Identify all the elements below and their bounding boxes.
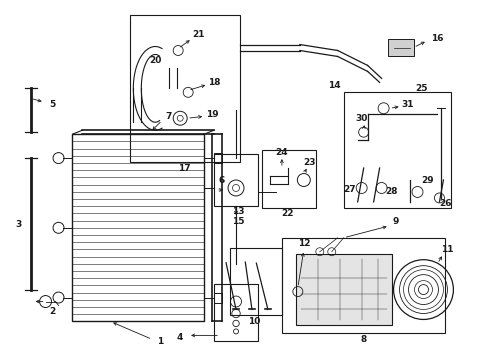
Bar xyxy=(214,284,258,341)
Text: 5: 5 xyxy=(49,100,56,109)
Bar xyxy=(72,134,203,321)
Text: 22: 22 xyxy=(281,210,293,219)
Text: 6: 6 xyxy=(219,176,225,185)
Text: 7: 7 xyxy=(164,112,171,121)
Text: 30: 30 xyxy=(355,114,367,123)
Bar xyxy=(295,254,391,325)
Bar xyxy=(262,150,315,208)
Text: 16: 16 xyxy=(430,34,443,43)
Bar xyxy=(229,248,281,315)
Text: 28: 28 xyxy=(385,188,397,197)
Text: 14: 14 xyxy=(328,81,340,90)
Text: 12: 12 xyxy=(297,239,309,248)
Text: 25: 25 xyxy=(414,84,427,93)
Text: 9: 9 xyxy=(391,217,398,226)
Text: 19: 19 xyxy=(205,110,218,119)
Text: 1: 1 xyxy=(157,337,163,346)
Text: 4: 4 xyxy=(177,333,183,342)
Text: 17: 17 xyxy=(178,163,190,172)
Text: 3: 3 xyxy=(16,220,22,229)
Text: 10: 10 xyxy=(247,317,260,326)
Text: 26: 26 xyxy=(438,199,451,208)
Text: 15: 15 xyxy=(231,217,244,226)
Text: 21: 21 xyxy=(191,30,204,39)
Bar xyxy=(343,92,450,208)
Text: 13: 13 xyxy=(231,207,244,216)
Text: 2: 2 xyxy=(49,307,56,316)
Text: 8: 8 xyxy=(360,335,366,344)
Bar xyxy=(214,154,258,206)
Text: 27: 27 xyxy=(343,185,355,194)
Bar xyxy=(214,293,222,302)
Text: 20: 20 xyxy=(149,56,161,65)
Text: 24: 24 xyxy=(275,148,287,157)
Text: 11: 11 xyxy=(440,245,453,254)
Text: 31: 31 xyxy=(401,100,413,109)
Bar xyxy=(281,238,445,333)
Text: 18: 18 xyxy=(207,78,220,87)
Text: 23: 23 xyxy=(303,158,315,167)
Bar xyxy=(214,153,222,163)
Text: 29: 29 xyxy=(420,176,433,185)
Bar xyxy=(130,15,240,162)
Bar xyxy=(387,39,413,57)
